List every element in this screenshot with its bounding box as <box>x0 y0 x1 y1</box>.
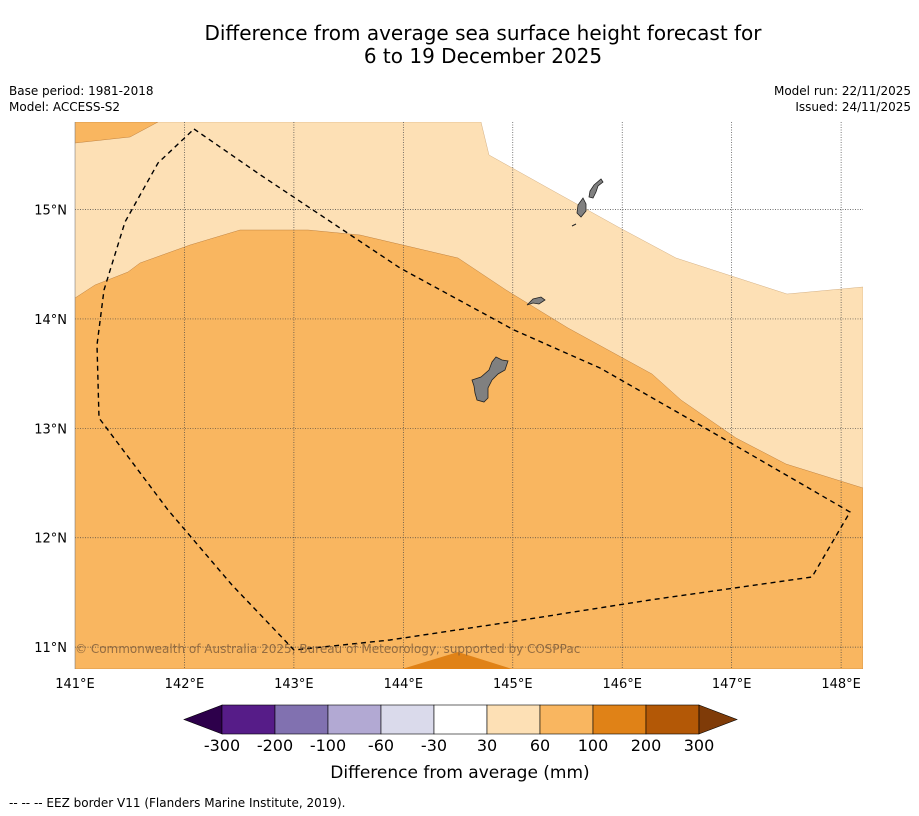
meta-right: Model run: 22/11/2025 Issued: 24/11/2025 <box>774 83 911 115</box>
aguijan-islet <box>571 223 577 227</box>
guam-island <box>471 356 509 403</box>
colorbar-label: -200 <box>257 736 293 755</box>
colorbar-swatch <box>645 704 700 735</box>
lon-tick-label: 141°E <box>55 677 95 692</box>
lon-tick-label: 144°E <box>384 677 424 692</box>
rota-island <box>526 296 546 306</box>
tinian-island <box>576 197 587 218</box>
lon-tick-label: 147°E <box>712 677 752 692</box>
latitude-ticks: 11°N 12°N 13°N 14°N 15°N <box>34 204 67 657</box>
meta-left: Base period: 1981-2018 Model: ACCESS-S2 <box>9 83 154 115</box>
lon-tick-label: 146°E <box>602 677 642 692</box>
eez-border <box>96 128 851 651</box>
colorbar-label: 300 <box>684 736 715 755</box>
colorbar-label: 200 <box>631 736 662 755</box>
lat-tick-label: 15°N <box>34 204 67 219</box>
eez-legend: -- -- -- EEZ border V11 (Flanders Marine… <box>9 796 346 810</box>
lat-tick-label: 13°N <box>34 422 67 437</box>
copyright-notice: © Commonwealth of Australia 2025, Bureau… <box>75 642 580 656</box>
colorbar-swatch <box>380 704 435 735</box>
colorbar-swatch <box>327 704 382 735</box>
colorbar-label: 100 <box>578 736 609 755</box>
colorbar-title: Difference from average (mm) <box>330 763 589 783</box>
map-title: Difference from average sea surface heig… <box>0 22 919 68</box>
lat-tick-label: 11°N <box>34 641 67 656</box>
base-period: Base period: 1981-2018 <box>9 84 154 98</box>
gridlines <box>75 122 863 669</box>
colorbar-label: -300 <box>204 736 240 755</box>
lat-tick-label: 14°N <box>34 313 67 328</box>
lat-tick-label: 12°N <box>34 532 67 547</box>
lon-tick-label: 145°E <box>493 677 533 692</box>
lon-tick-label: 142°E <box>165 677 205 692</box>
colorbar-swatch <box>592 704 647 735</box>
colorbar-label: -30 <box>421 736 447 755</box>
colorbar-label: 60 <box>530 736 550 755</box>
band-100-200 <box>402 652 512 669</box>
title-line-2: 6 to 19 December 2025 <box>363 44 603 68</box>
issued-date: Issued: 24/11/2025 <box>795 100 911 114</box>
band-60-100-corner <box>75 122 159 144</box>
colorbar-label: 30 <box>477 736 497 755</box>
model-run: Model run: 22/11/2025 <box>773 84 911 98</box>
colorbar-extend-high <box>698 704 738 735</box>
colorbar-swatch <box>274 704 329 735</box>
colorbar-label: -100 <box>310 736 346 755</box>
lon-tick-label: 143°E <box>274 677 314 692</box>
model-name: Model: ACCESS-S2 <box>9 100 121 114</box>
colorbar-swatch <box>433 704 488 735</box>
colorbar-extend-low <box>183 704 223 735</box>
map-area: © Commonwealth of Australia 2025, Bureau… <box>75 122 863 669</box>
lon-tick-label: 148°E <box>821 677 861 692</box>
title-line-1: Difference from average sea surface heig… <box>204 21 762 45</box>
longitude-ticks: 141°E 142°E 143°E 144°E 145°E 146°E 147°E 148°E <box>55 677 861 692</box>
saipan-island <box>588 178 604 199</box>
colorbar-swatch <box>486 704 541 735</box>
colorbar: -300 -200 -100 -60 -30 30 60 100 200 300 <box>183 704 738 755</box>
colorbar-swatch <box>221 704 276 735</box>
colorbar-swatch <box>539 704 594 735</box>
band-60-100 <box>75 229 863 669</box>
colorbar-label: -60 <box>368 736 394 755</box>
